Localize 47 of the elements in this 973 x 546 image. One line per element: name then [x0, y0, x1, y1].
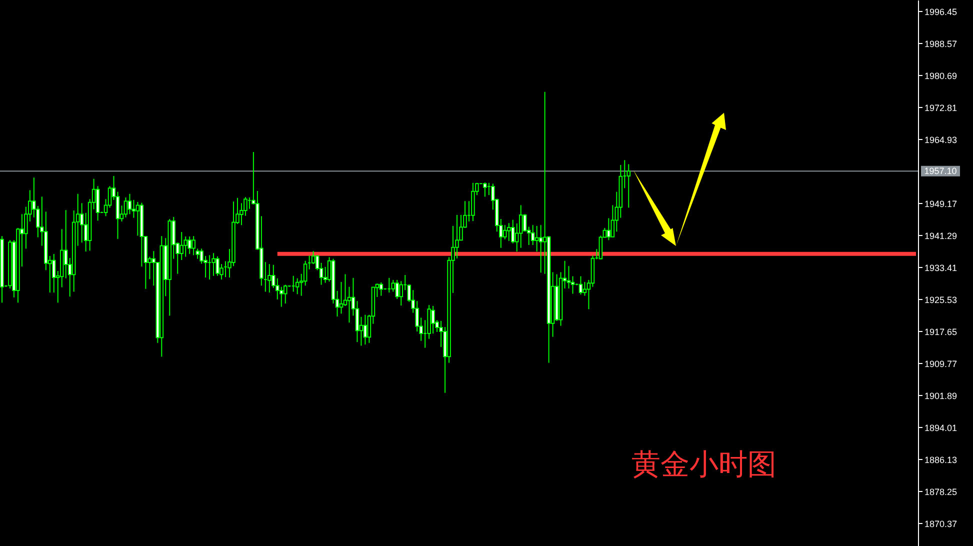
candlestick	[216, 256, 220, 276]
y-tick-label: 1996.45	[924, 6, 958, 17]
annotation: 黄金小时图	[632, 447, 776, 481]
y-tick-label: 1901.89	[924, 390, 958, 401]
y-tick-label: 1917.65	[924, 326, 958, 337]
candlestick	[355, 300, 360, 343]
candlestick	[184, 236, 188, 258]
ref-line-label: 1957.10	[924, 166, 957, 176]
candlestick	[132, 199, 136, 218]
y-tick-label: 1949.17	[924, 198, 958, 209]
y-tick-label: 1980.69	[924, 70, 958, 81]
candlestick	[180, 232, 184, 261]
candlestick	[212, 252, 216, 276]
candlestick	[431, 305, 435, 334]
candlestick	[503, 224, 507, 240]
candlestick	[268, 264, 272, 294]
y-tick-label: 1909.77	[924, 358, 958, 369]
candlestick	[534, 225, 539, 252]
candlestick	[506, 222, 511, 242]
candlestick	[518, 204, 523, 248]
y-tick-label: 1964.93	[924, 134, 958, 145]
candlestick	[188, 236, 192, 254]
candlestick	[347, 286, 352, 324]
y-tick-label: 1894.01	[924, 422, 958, 433]
candlestick	[483, 182, 487, 198]
candlestick	[283, 284, 288, 304]
y-tick-label: 1933.41	[924, 262, 958, 273]
candlestick	[530, 224, 535, 246]
candlestick	[363, 314, 368, 345]
y-tick-label: 1886.13	[924, 454, 958, 465]
y-tick-label: 1870.37	[924, 518, 958, 529]
candlestick	[606, 218, 611, 241]
candlestick	[626, 164, 631, 208]
y-tick-label: 1925.53	[924, 294, 958, 305]
candlestick	[471, 182, 475, 222]
candlestick	[538, 224, 543, 274]
candlestick	[379, 282, 384, 296]
candlestick	[136, 201, 140, 236]
y-tick-label: 1941.29	[924, 230, 958, 241]
y-tick-label: 1972.81	[924, 102, 958, 113]
candlestick	[578, 276, 583, 296]
y-tick-label: 1878.25	[924, 486, 958, 497]
candlestick	[128, 193, 132, 215]
y-tick-label: 1988.57	[924, 38, 958, 49]
candlestick	[295, 278, 300, 295]
candlestick	[124, 196, 128, 218]
candlestick	[192, 236, 196, 256]
